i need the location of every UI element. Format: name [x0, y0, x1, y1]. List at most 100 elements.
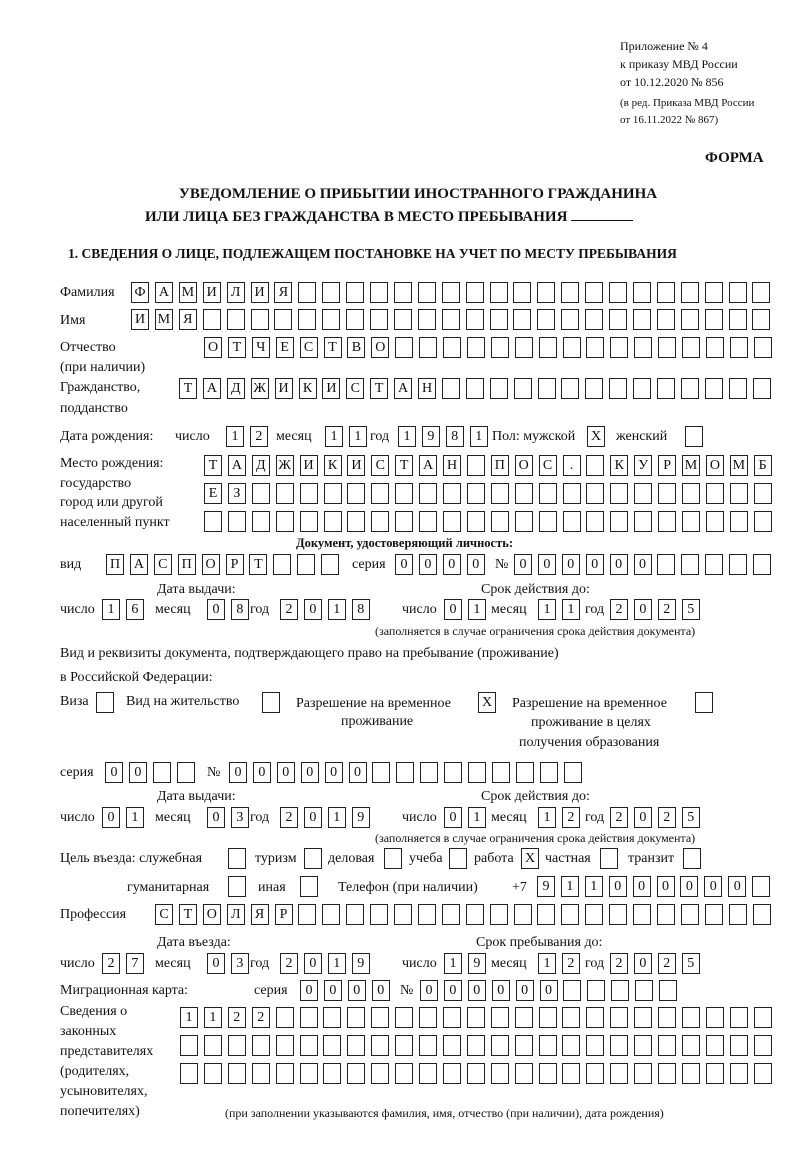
name-field-cell[interactable] [322, 309, 341, 330]
valid-year-field-cell[interactable]: 2 [657, 599, 676, 620]
stay-month-field-cell[interactable]: 2 [561, 953, 580, 974]
citizenship-field-cell[interactable] [609, 378, 628, 399]
citizenship-field-cell[interactable]: С [346, 378, 365, 399]
name-field-cell[interactable] [393, 309, 412, 330]
representatives-field-cell[interactable] [729, 1035, 748, 1056]
entry-year-field-cell[interactable]: 2 [280, 953, 298, 974]
representatives-field-cell[interactable] [490, 1035, 509, 1056]
surname-field-cell[interactable] [537, 282, 556, 303]
birth-place-field-cell[interactable]: А [419, 455, 438, 476]
name-field-cell[interactable] [513, 309, 532, 330]
patronymic-field-cell[interactable]: В [347, 337, 366, 358]
birth-place-field-cell[interactable] [562, 511, 581, 532]
representatives-field-cell[interactable]: 1 [203, 1007, 222, 1028]
stay-day-field-cell[interactable]: 1 [444, 953, 462, 974]
birth-place-field-cell[interactable] [299, 511, 318, 532]
name-field-cell[interactable]: Я [178, 309, 197, 330]
phone-field-cell[interactable]: 1 [584, 876, 603, 897]
representatives-field-cell[interactable] [323, 1007, 342, 1028]
valid-month-field-cell[interactable]: 2 [561, 807, 580, 828]
residence-permit-checkbox[interactable] [262, 692, 280, 713]
name-field-cell[interactable] [609, 309, 627, 330]
entry-day-field-cell[interactable]: 7 [125, 953, 144, 974]
birth-place-field-cell[interactable] [466, 511, 485, 532]
representatives-field-cell[interactable] [203, 1035, 222, 1056]
birth-place-field-cell[interactable]: У [634, 455, 653, 476]
doc-type-field-cell[interactable] [273, 554, 292, 575]
name-field-cell[interactable] [680, 309, 699, 330]
surname-field-cell[interactable] [609, 282, 627, 303]
representatives-field-cell[interactable] [442, 1035, 461, 1056]
birth-place-field-cell[interactable]: Т [395, 455, 414, 476]
profession-field-cell[interactable] [465, 904, 484, 925]
representatives-field-cell[interactable] [562, 1063, 581, 1084]
birth-place-field-cell[interactable] [490, 511, 509, 532]
representatives-field-cell[interactable] [658, 1063, 676, 1084]
name-field-cell[interactable] [346, 309, 365, 330]
surname-field-cell[interactable] [704, 282, 723, 303]
doc-series-field-cell[interactable]: 0 [442, 554, 461, 575]
entry-year-field-cell[interactable]: 9 [351, 953, 370, 974]
representatives-field-cell[interactable] [251, 1063, 270, 1084]
representatives-field-cell[interactable] [371, 1063, 390, 1084]
profession-field-cell[interactable]: Я [250, 904, 269, 925]
issue-day-field-cell[interactable]: 6 [125, 599, 144, 620]
birth-place-field-cell[interactable] [443, 483, 461, 504]
representatives-field-cell[interactable] [753, 1063, 772, 1084]
birth-day-field-cell[interactable]: 2 [249, 426, 268, 447]
patronymic-field-cell[interactable] [705, 337, 724, 358]
name-field-cell[interactable] [465, 309, 484, 330]
purpose-humanitarian-checkbox[interactable] [228, 876, 246, 897]
birth-place-field-cell[interactable]: З [227, 483, 246, 504]
birth-place-field-cell[interactable]: С [538, 455, 557, 476]
representatives-field-cell[interactable] [681, 1035, 700, 1056]
name-field-cell[interactable] [704, 309, 723, 330]
profession-field-cell[interactable] [633, 904, 651, 925]
surname-field-cell[interactable] [465, 282, 484, 303]
birth-place-field-cell[interactable] [419, 511, 438, 532]
doc-series-field-cell[interactable]: 0 [418, 554, 437, 575]
birth-place-field-cell[interactable]: М [682, 455, 700, 476]
migration-series-field-cell[interactable]: 0 [323, 980, 342, 1001]
representatives-field-cell[interactable] [586, 1035, 605, 1056]
representatives-field-cell[interactable] [538, 1007, 557, 1028]
patronymic-field-cell[interactable]: Ч [251, 337, 270, 358]
representatives-field-cell[interactable] [419, 1063, 437, 1084]
surname-field-cell[interactable] [417, 282, 436, 303]
permit-series-field-cell[interactable]: 0 [105, 762, 123, 783]
birth-place-field-cell[interactable]: О [514, 455, 533, 476]
permit-number-field-cell[interactable] [420, 762, 439, 783]
entry-year-field-cell[interactable]: 1 [327, 953, 346, 974]
representatives-field-cell[interactable] [347, 1035, 366, 1056]
name-field-cell[interactable] [370, 309, 388, 330]
birth-place-field-cell[interactable] [323, 511, 342, 532]
valid-year-field-cell[interactable]: 0 [633, 599, 652, 620]
doc-type-field-cell[interactable] [297, 554, 316, 575]
temp-residence-checkbox[interactable]: X [478, 692, 496, 713]
representatives-field-cell[interactable] [466, 1007, 485, 1028]
issue-year-field-cell[interactable]: 2 [280, 807, 298, 828]
phone-field-cell[interactable]: 0 [656, 876, 675, 897]
edu-residence-checkbox[interactable] [695, 692, 713, 713]
permit-series-field-cell[interactable] [152, 762, 171, 783]
citizenship-field-cell[interactable] [752, 378, 771, 399]
birth-place-field-cell[interactable] [299, 483, 318, 504]
representatives-field-cell[interactable] [419, 1035, 437, 1056]
representatives-field-cell[interactable] [705, 1035, 724, 1056]
valid-day-field-cell[interactable]: 1 [467, 599, 486, 620]
surname-field-cell[interactable] [393, 282, 412, 303]
doc-number-field-cell[interactable]: 0 [561, 554, 580, 575]
patronymic-field-cell[interactable]: С [299, 337, 318, 358]
permit-number-field-cell[interactable]: 0 [324, 762, 343, 783]
surname-field-cell[interactable] [346, 282, 365, 303]
surname-field-cell[interactable] [513, 282, 532, 303]
issue-year-field-cell[interactable]: 2 [280, 599, 298, 620]
representatives-field-cell[interactable] [275, 1007, 294, 1028]
citizenship-field-cell[interactable] [537, 378, 556, 399]
citizenship-field-cell[interactable]: И [274, 378, 293, 399]
valid-day-field-cell[interactable]: 0 [444, 807, 462, 828]
birth-place-field-cell[interactable] [538, 483, 557, 504]
representatives-field-cell[interactable] [466, 1063, 485, 1084]
birth-place-field-cell[interactable] [227, 511, 246, 532]
name-field-cell[interactable] [441, 309, 460, 330]
